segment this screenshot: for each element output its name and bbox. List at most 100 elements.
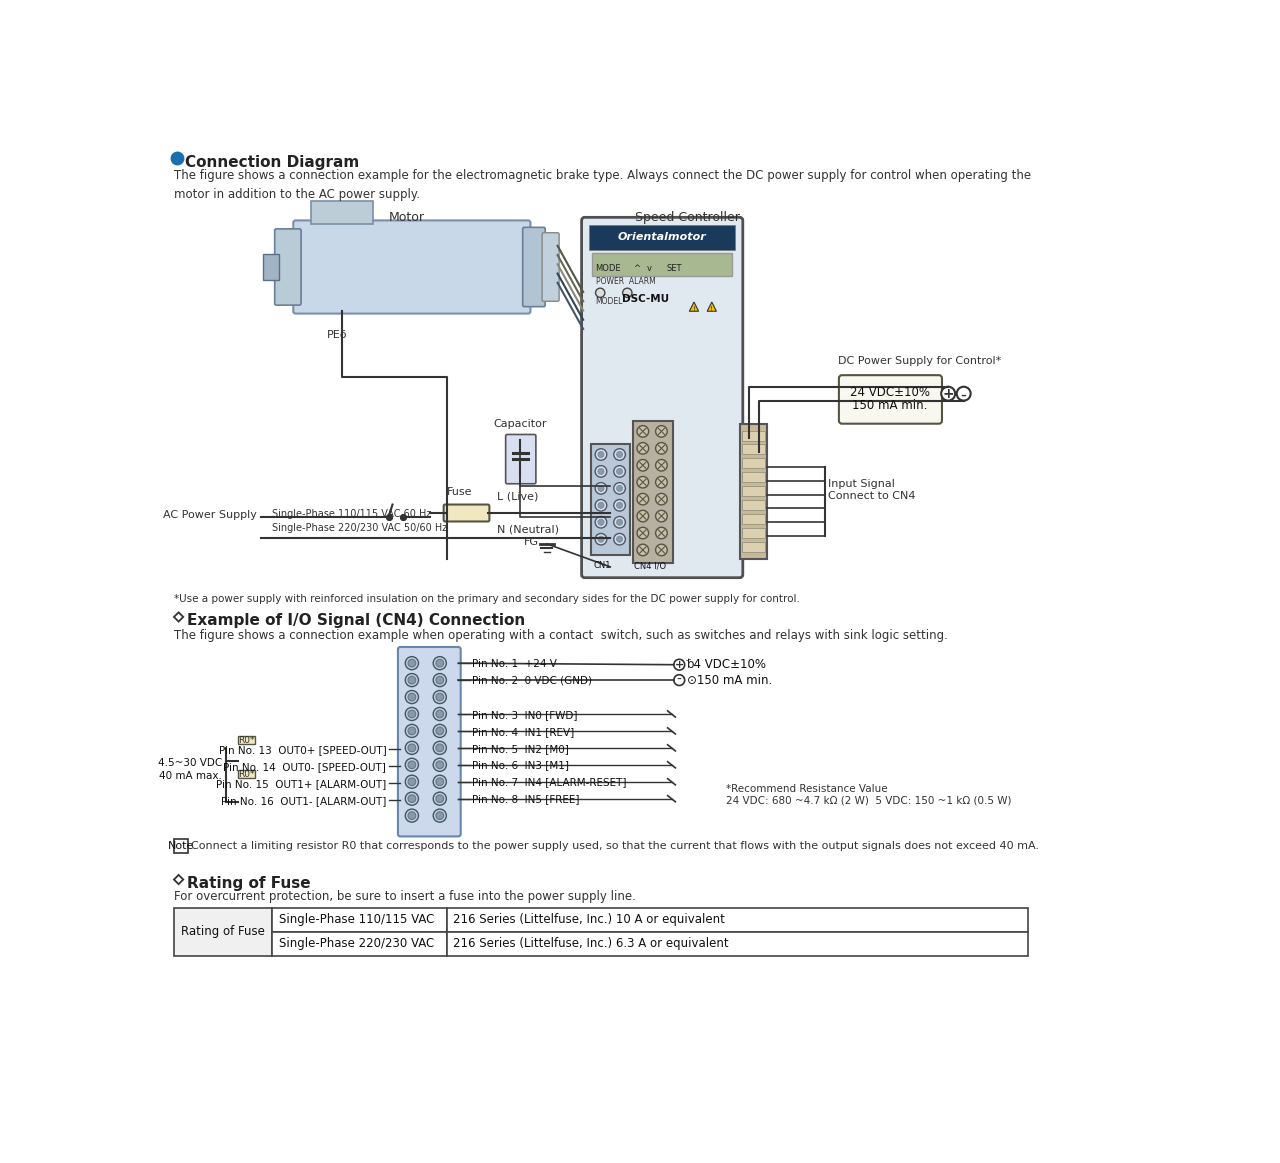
Text: Rating of Fuse: Rating of Fuse (182, 926, 265, 939)
Bar (238, 736, 255, 744)
Circle shape (655, 443, 667, 454)
FancyBboxPatch shape (275, 229, 301, 305)
Text: 216 Series (Littelfuse, Inc.) 6.3 A or equivalent: 216 Series (Littelfuse, Inc.) 6.3 A or e… (453, 937, 728, 950)
Text: 150 mA min.: 150 mA min. (852, 399, 928, 413)
Text: ⊙150 mA min.: ⊙150 mA min. (687, 673, 772, 686)
Circle shape (598, 485, 604, 492)
Circle shape (614, 516, 626, 528)
Text: N (Neutral): N (Neutral) (497, 525, 559, 534)
Text: Capacitor: Capacitor (493, 419, 547, 429)
FancyBboxPatch shape (293, 221, 530, 314)
Circle shape (614, 449, 626, 461)
Circle shape (617, 502, 622, 508)
Circle shape (637, 493, 649, 505)
Text: Single-Phase 110/115 VAC: Single-Phase 110/115 VAC (279, 913, 434, 927)
Bar (742, 444, 764, 455)
Circle shape (436, 794, 444, 802)
Circle shape (617, 451, 622, 457)
Text: SET: SET (666, 264, 681, 272)
Circle shape (622, 288, 632, 298)
Bar (264, 254, 279, 280)
Text: Pin No. 2  0 VDC (GND): Pin No. 2 0 VDC (GND) (472, 676, 593, 686)
Circle shape (406, 776, 419, 789)
Circle shape (408, 727, 416, 735)
Circle shape (617, 519, 622, 526)
Circle shape (408, 761, 416, 769)
Text: Orientalmotor: Orientalmotor (618, 233, 707, 242)
Text: For overcurrent protection, be sure to insert a fuse into the power supply line.: For overcurrent protection, be sure to i… (174, 891, 636, 904)
Circle shape (433, 758, 447, 771)
Circle shape (956, 387, 970, 400)
Text: R0*: R0* (238, 736, 255, 745)
Text: 24 VDC±10%: 24 VDC±10% (850, 386, 931, 399)
Text: Connection Diagram: Connection Diagram (184, 155, 360, 170)
FancyBboxPatch shape (581, 217, 742, 578)
Text: FG: FG (525, 537, 539, 548)
Circle shape (406, 758, 419, 771)
Circle shape (595, 534, 607, 545)
Circle shape (408, 794, 416, 802)
Circle shape (406, 657, 419, 670)
Bar (273, 908, 447, 932)
Circle shape (406, 673, 419, 686)
Circle shape (655, 511, 667, 522)
Text: 4.5~30 VDC: 4.5~30 VDC (157, 758, 221, 769)
Text: Note: Note (168, 841, 195, 850)
Bar (742, 542, 764, 551)
Circle shape (655, 426, 667, 437)
Bar (174, 908, 273, 956)
Text: Pin No. 3  IN0 [FWD]: Pin No. 3 IN0 [FWD] (472, 709, 577, 720)
Circle shape (436, 727, 444, 735)
Bar (311, 201, 374, 224)
Text: Pin No. 16  OUT1- [ALARM-OUT]: Pin No. 16 OUT1- [ALARM-OUT] (221, 795, 387, 806)
Circle shape (408, 711, 416, 718)
Text: Example of I/O Signal (CN4) Connection: Example of I/O Signal (CN4) Connection (187, 613, 525, 628)
Text: Single-Phase 110/115 VAC 60 Hz
Single-Phase 220/230 VAC 50/60 Hz: Single-Phase 110/115 VAC 60 Hz Single-Ph… (273, 508, 448, 533)
Circle shape (406, 725, 419, 737)
Text: +: + (942, 387, 954, 401)
Circle shape (614, 483, 626, 494)
Bar (742, 528, 764, 537)
Circle shape (598, 469, 604, 475)
Text: Single-Phase 220/230 VAC: Single-Phase 220/230 VAC (279, 937, 434, 950)
Text: !: ! (692, 306, 695, 312)
Bar (742, 472, 764, 483)
Circle shape (941, 387, 955, 400)
Text: Pin No. 7  IN4 [ALARM-RESET]: Pin No. 7 IN4 [ALARM-RESET] (472, 778, 627, 787)
FancyBboxPatch shape (541, 233, 559, 301)
Text: Fuse: Fuse (447, 487, 472, 498)
Text: Connect a limiting resistor R0 that corresponds to the power supply used, so tha: Connect a limiting resistor R0 that corr… (191, 841, 1039, 850)
Circle shape (617, 469, 622, 475)
Text: L (Live): L (Live) (497, 492, 539, 502)
Bar (632, 421, 673, 563)
Circle shape (595, 449, 607, 461)
Circle shape (673, 675, 685, 685)
Circle shape (614, 534, 626, 545)
Circle shape (406, 809, 419, 822)
Circle shape (433, 809, 447, 822)
Circle shape (673, 659, 685, 670)
Bar (591, 444, 630, 556)
Text: CN1: CN1 (594, 562, 612, 570)
Circle shape (637, 426, 649, 437)
Text: Speed Controller: Speed Controller (635, 212, 740, 224)
Text: 40 mA max.: 40 mA max. (159, 771, 221, 780)
Text: Pin No. 13  OUT0+ [SPEED-OUT]: Pin No. 13 OUT0+ [SPEED-OUT] (219, 745, 387, 755)
Bar (174, 839, 188, 852)
Circle shape (595, 465, 607, 477)
Circle shape (598, 519, 604, 526)
Circle shape (598, 451, 604, 457)
Circle shape (637, 443, 649, 454)
Circle shape (655, 544, 667, 556)
Circle shape (433, 673, 447, 686)
FancyBboxPatch shape (444, 505, 489, 521)
Bar (447, 908, 1028, 932)
Circle shape (614, 465, 626, 477)
Circle shape (433, 691, 447, 704)
Circle shape (408, 778, 416, 785)
Circle shape (436, 659, 444, 668)
Bar (447, 932, 1028, 956)
Text: CN4 I/O: CN4 I/O (635, 562, 667, 570)
Text: MODE: MODE (595, 264, 621, 272)
Text: Pin No. 4  IN1 [REV]: Pin No. 4 IN1 [REV] (472, 727, 575, 736)
